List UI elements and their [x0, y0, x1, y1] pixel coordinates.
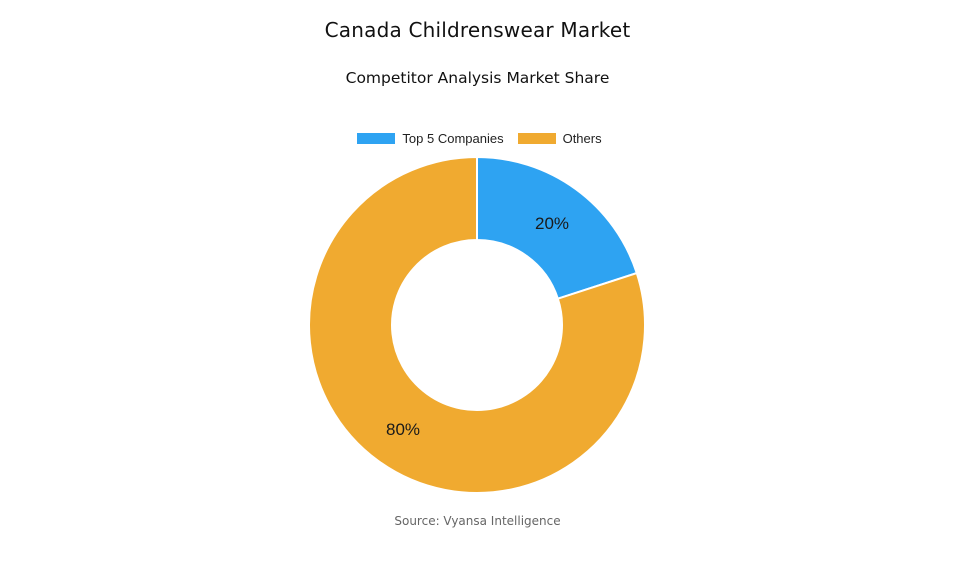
chart-legend: Top 5 Companies Others: [0, 131, 955, 146]
legend-label-others: Others: [562, 131, 602, 146]
legend-swatch-others: [517, 133, 556, 144]
chart-subtitle: Competitor Analysis Market Share: [345, 69, 610, 87]
chart-title: Canada Childrenswear Market: [324, 18, 631, 42]
slice-label-top5: 20%: [535, 214, 569, 233]
slice-top5-companies[interactable]: [476, 155, 639, 300]
slice-label-others: 80%: [386, 420, 420, 439]
legend-item-others[interactable]: Others: [517, 131, 602, 146]
legend-item-top5[interactable]: Top 5 Companies: [357, 131, 504, 146]
source-note: Source: Vyansa Intelligence: [394, 514, 561, 528]
slice-others[interactable]: [308, 155, 647, 494]
legend-label-top5: Top 5 Companies: [402, 131, 504, 146]
legend-swatch-top5: [357, 133, 396, 144]
